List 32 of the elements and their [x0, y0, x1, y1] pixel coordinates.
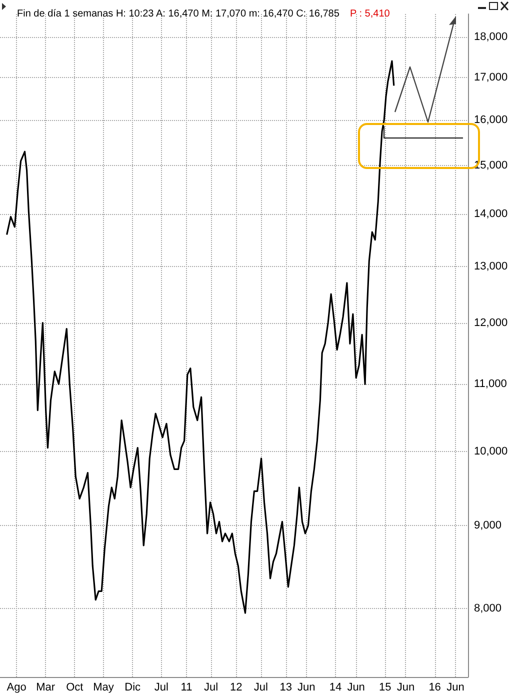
x-tick-label: Dic — [124, 682, 142, 694]
y-tick-label: 16,000 — [474, 114, 508, 126]
x-tick-label: Oct — [66, 682, 84, 694]
y-tick-label: 9,000 — [474, 520, 502, 532]
y-tick-label: 15,000 — [474, 160, 508, 172]
x-tick-label: Mar — [36, 682, 56, 694]
y-tick-label: 14,000 — [474, 208, 508, 220]
x-tick-label: 12 — [230, 682, 242, 694]
chart-subtitle: P : 5,410 — [350, 8, 390, 20]
y-tick-label: 12,000 — [474, 316, 508, 329]
x-tick-label: May — [93, 682, 114, 694]
x-tick-label: Jul — [254, 682, 268, 694]
y-tick-label: 18,000 — [474, 31, 508, 44]
x-tick-label: 16 — [428, 682, 441, 694]
y-tick-label: 17,000 — [474, 71, 508, 84]
x-tick-label: Jun — [298, 682, 316, 694]
chart-title: Fin de día 1 semanas H: 10:23 A: 16,470 M: 17,070 m: 16,470 C: 16,785 — [17, 8, 340, 20]
y-tick-label: 10,000 — [474, 445, 508, 458]
y-tick-label: 8,000 — [474, 602, 502, 615]
x-tick-label: 11 — [180, 682, 192, 694]
x-tick-label: 14 — [329, 682, 342, 694]
x-tick-label: 13 — [280, 682, 292, 694]
x-tick-label: Jun — [396, 682, 415, 694]
x-tick-label: Jul — [154, 682, 168, 694]
x-tick-label: Jun — [347, 682, 365, 694]
y-tick-label: 11,000 — [474, 378, 507, 390]
line-series — [6, 60, 395, 614]
x-tick-label: Jul — [204, 682, 218, 694]
x-tick-label: 15 — [379, 682, 392, 694]
x-tick-label: Jun — [446, 682, 464, 694]
x-tick-label: Ago — [6, 682, 26, 694]
y-tick-label: 13,000 — [474, 260, 508, 272]
